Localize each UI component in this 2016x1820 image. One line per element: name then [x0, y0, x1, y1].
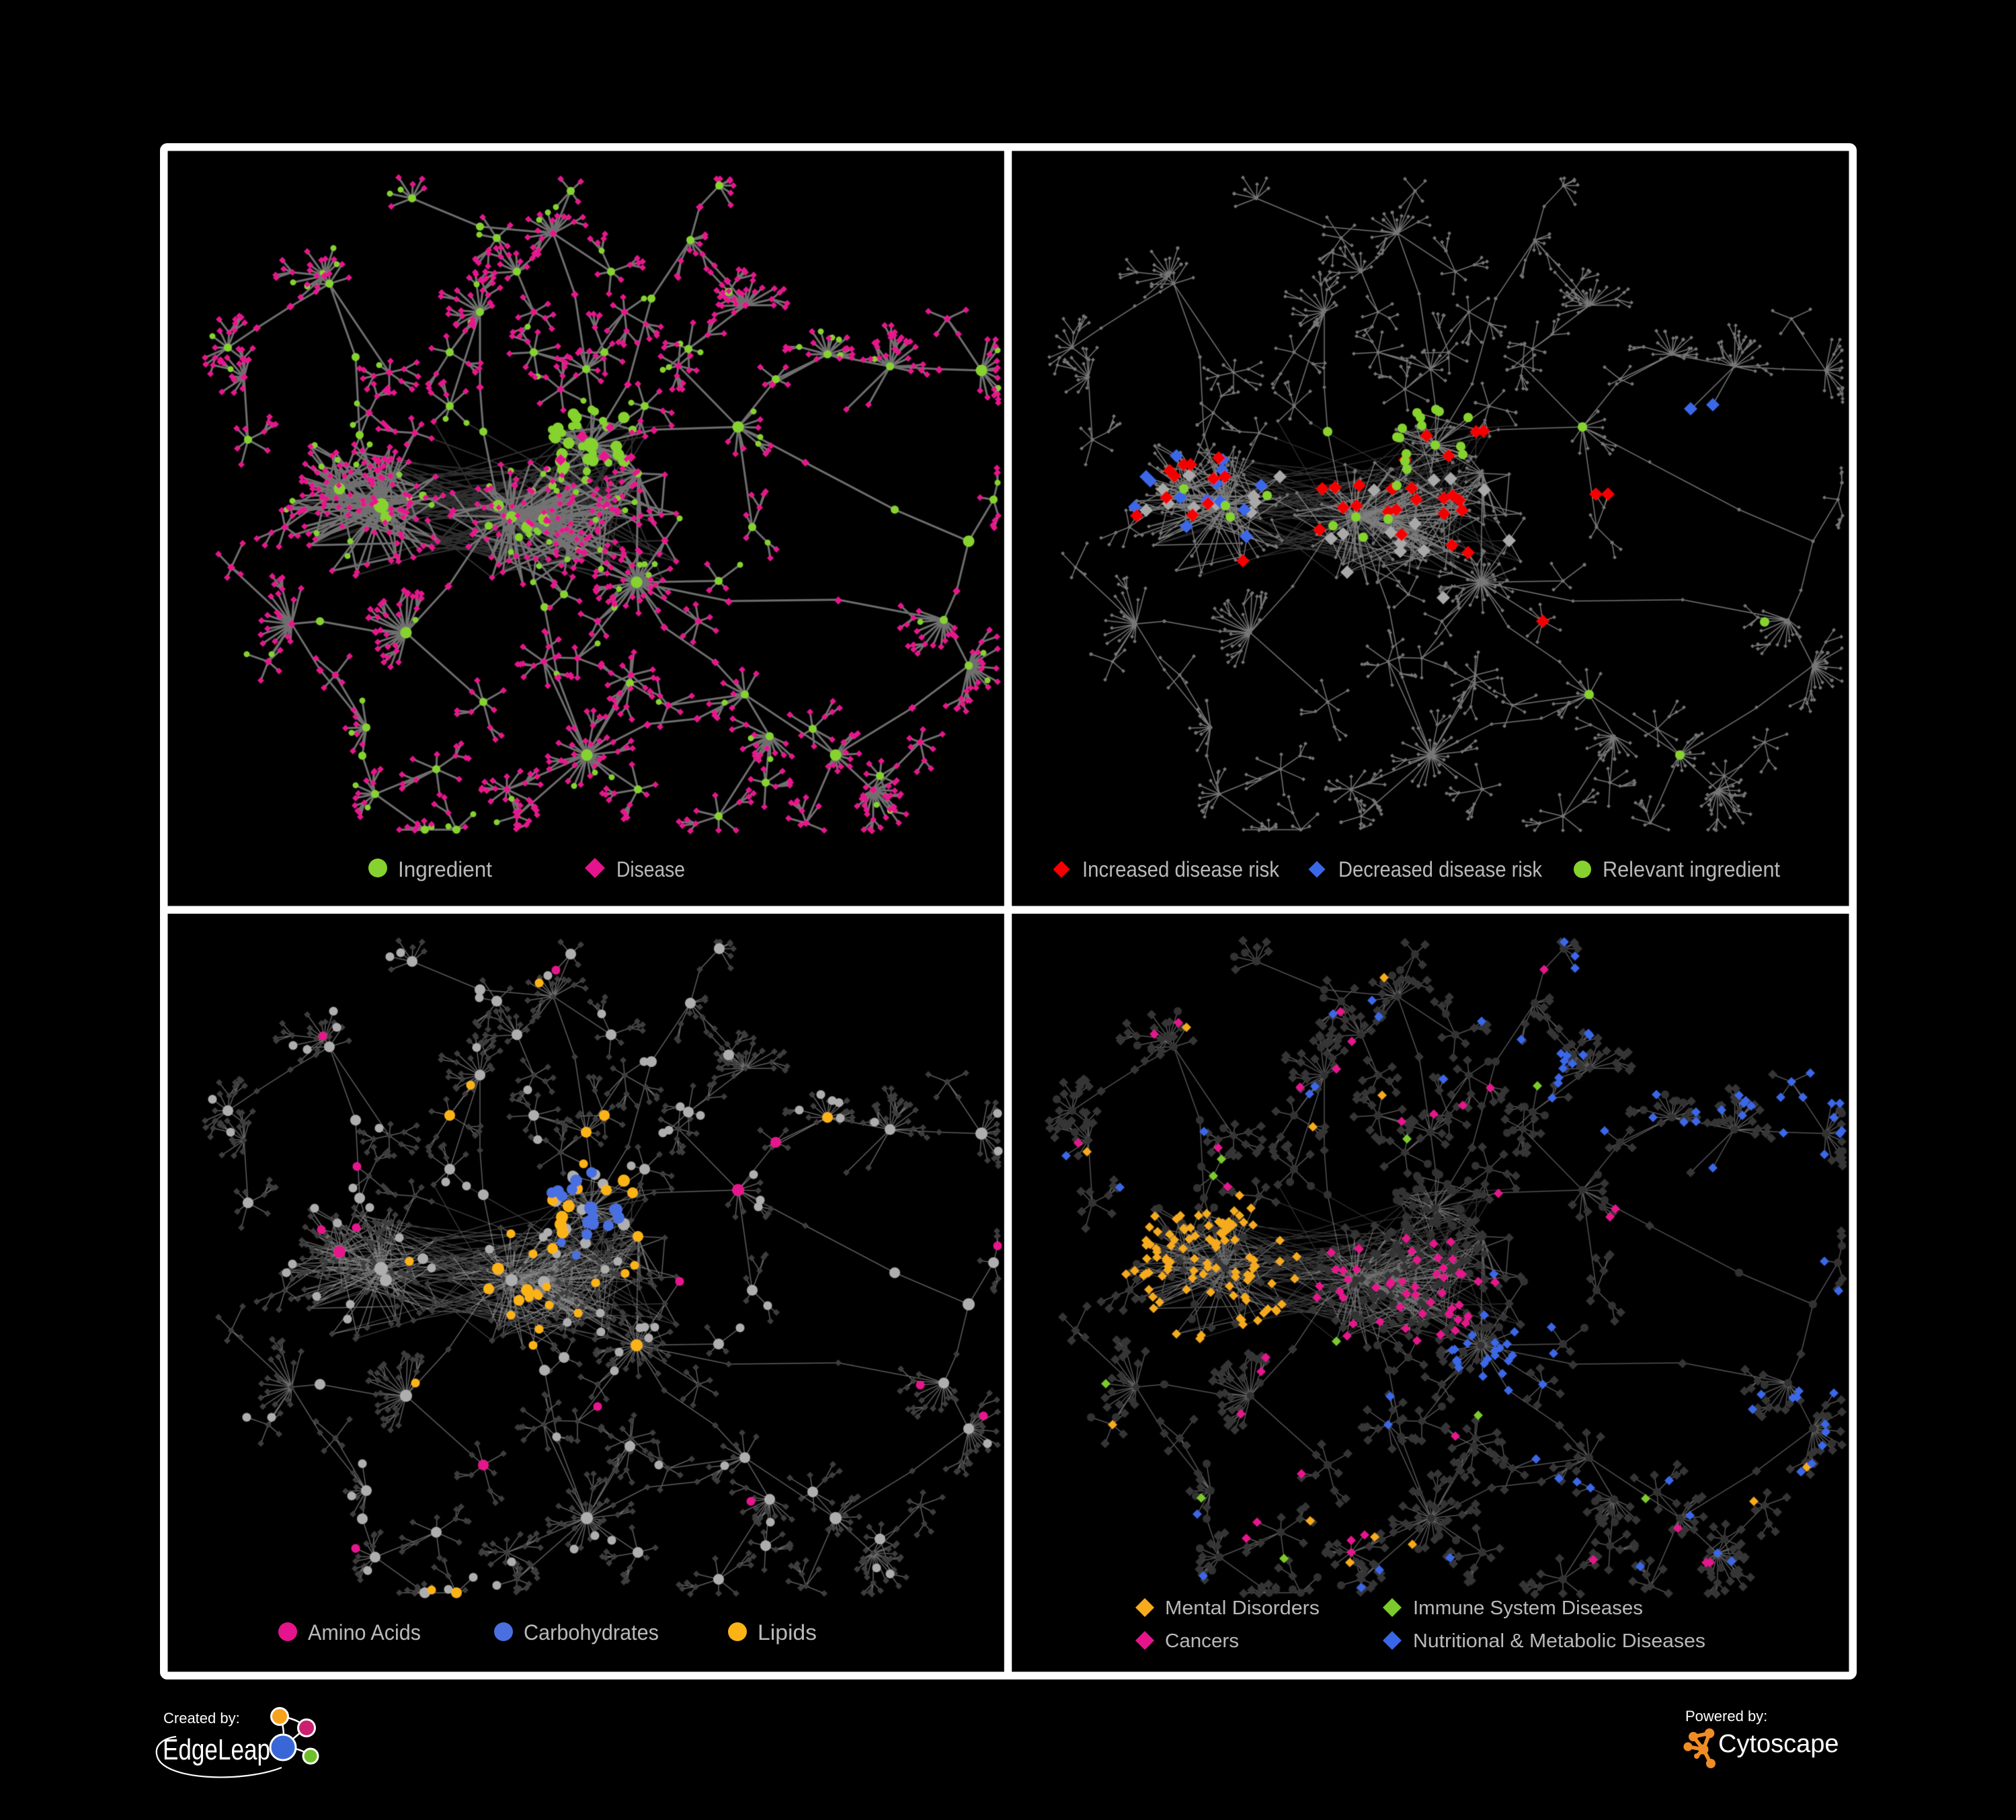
svg-text:Created by:: Created by: [163, 1710, 240, 1727]
svg-text:Decreased disease risk: Decreased disease risk [1338, 857, 1543, 881]
svg-text:Lipids: Lipids [758, 1620, 817, 1645]
svg-text:Carbohydrates: Carbohydrates [524, 1620, 659, 1645]
svg-text:Increased disease risk: Increased disease risk [1082, 857, 1280, 881]
svg-text:Nutritional & Metabolic Diseas: Nutritional & Metabolic Diseases [1413, 1630, 1705, 1652]
svg-text:Ingredient: Ingredient [398, 857, 492, 881]
svg-text:Amino Acids: Amino Acids [308, 1620, 421, 1645]
svg-text:Immune System Diseases: Immune System Diseases [1413, 1597, 1643, 1619]
svg-text:EdgeLeap: EdgeLeap [163, 1733, 270, 1766]
svg-text:Cancers: Cancers [1165, 1630, 1239, 1652]
svg-text:Cytoscape: Cytoscape [1718, 1730, 1839, 1758]
svg-text:Disease: Disease [616, 857, 685, 881]
svg-text:Relevant ingredient: Relevant ingredient [1603, 857, 1780, 881]
svg-text:Mental Disorders: Mental Disorders [1165, 1597, 1320, 1619]
svg-text:Powered by:: Powered by: [1685, 1708, 1767, 1725]
